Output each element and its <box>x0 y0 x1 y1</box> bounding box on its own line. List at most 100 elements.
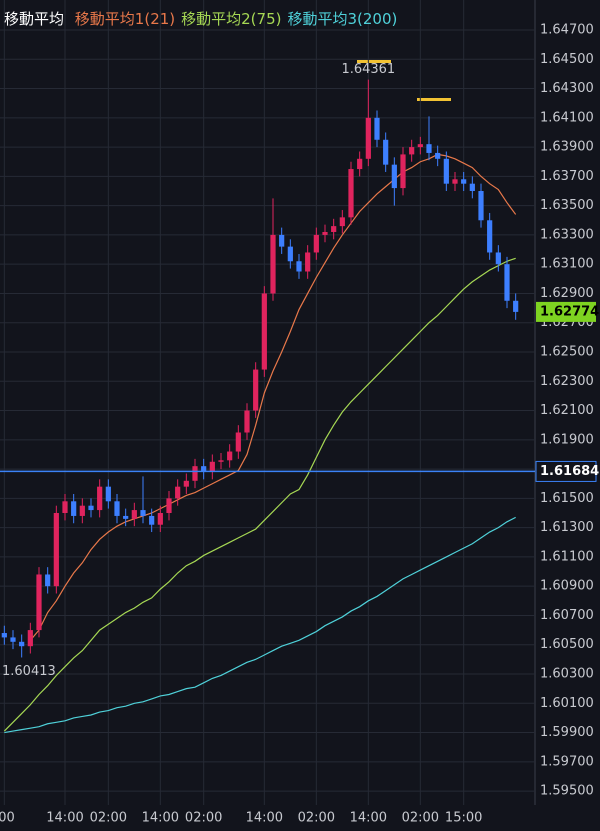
y-tick-label: 1.60900 <box>540 579 594 594</box>
y-tick-label: 1.63100 <box>540 257 594 272</box>
y-tick-label: 1.63900 <box>540 140 594 155</box>
y-tick-label: 1.59700 <box>540 754 594 769</box>
candle-body <box>235 432 241 452</box>
y-tick-label: 1.61100 <box>540 549 594 564</box>
candle-body <box>88 505 94 511</box>
candle-body <box>279 234 285 247</box>
y-tick-label: 1.64300 <box>540 81 594 96</box>
y-tick-label: 1.61300 <box>540 520 594 535</box>
ma-line <box>3 257 516 732</box>
y-tick-label: 1.59900 <box>540 725 594 740</box>
candle-body <box>339 217 345 227</box>
candle-body <box>166 498 172 514</box>
candle-body <box>409 147 415 155</box>
y-tick-label: 1.60500 <box>540 637 594 652</box>
low-label: 1.60413 <box>2 664 56 679</box>
candle-body <box>140 510 146 516</box>
y-tick-label: 1.59500 <box>540 784 594 799</box>
y-tick-label: 1.61900 <box>540 432 594 447</box>
y-tick-label: 1.60700 <box>540 608 594 623</box>
candle-body <box>435 152 441 159</box>
y-tick-label: 1.64500 <box>540 52 594 67</box>
y-tick-label: 1.63700 <box>540 169 594 184</box>
candle-body <box>513 300 519 312</box>
candle-body <box>296 261 302 272</box>
y-tick-label: 1.64100 <box>540 110 594 125</box>
x-tick-label: 02:00 <box>298 811 335 826</box>
x-tick-label: 02:00 <box>185 811 222 826</box>
candle-body <box>149 515 155 525</box>
candle-body <box>36 574 42 631</box>
candle-body <box>27 630 33 647</box>
y-tick-label: 1.62100 <box>540 403 594 418</box>
grid <box>0 0 535 805</box>
candle-body <box>79 505 85 516</box>
candle-body <box>287 246 293 262</box>
candle-body <box>71 501 77 516</box>
candle-body <box>374 117 380 140</box>
candle-body <box>192 466 198 481</box>
candle-body <box>209 461 215 473</box>
candle-body <box>131 510 137 519</box>
candle-body <box>62 501 68 514</box>
candle-body <box>105 486 111 502</box>
x-tick-label: 02:00 <box>402 811 439 826</box>
candle-body <box>10 637 16 642</box>
candle-body <box>417 144 423 148</box>
candle-body <box>183 480 189 487</box>
current-price-tag <box>536 301 596 322</box>
ma-line <box>4 516 516 734</box>
y-tick-label: 1.63500 <box>540 198 594 213</box>
candle-body <box>97 486 103 511</box>
candle-body <box>495 252 501 265</box>
y-tick-label: 1.62900 <box>540 286 594 301</box>
candle-body <box>357 158 363 170</box>
x-tick-label: 15:00 <box>445 811 482 826</box>
y-tick-label: 1.63300 <box>540 227 594 242</box>
candle-body <box>244 410 250 433</box>
y-tick-label: 1.62500 <box>540 345 594 360</box>
legend-entry: 移動平均3(200) <box>287 10 398 28</box>
x-tick-label: 02:00 <box>90 811 127 826</box>
price-tag <box>535 460 597 482</box>
marker <box>417 98 451 101</box>
legend-entry: 移動平均1(21) <box>74 10 176 28</box>
candle-body <box>157 513 163 525</box>
legend: 移動平均 移動平均1(21) 移動平均2(75) 移動平均3(200) <box>4 8 403 29</box>
candle-body <box>348 169 354 218</box>
ma-line <box>29 153 517 641</box>
candle-body <box>452 179 458 184</box>
candle-body <box>175 486 181 499</box>
candle-body <box>227 451 233 461</box>
x-tick-label: 14:00 <box>142 811 179 826</box>
candle-body <box>469 183 475 192</box>
candle-body <box>313 234 319 253</box>
y-tick-label: 1.64700 <box>540 23 594 38</box>
x-tick-label: 14:00 <box>46 811 83 826</box>
candle-body <box>53 513 59 587</box>
legend-title: 移動平均 <box>4 10 65 28</box>
candle-body <box>253 369 259 411</box>
candle-body <box>114 501 120 516</box>
y-tick-label: 1.62300 <box>540 374 594 389</box>
candle-body <box>45 574 51 587</box>
candle-body <box>270 234 276 294</box>
x-tick-label: 14:00 <box>246 811 283 826</box>
candle-body <box>261 293 267 370</box>
candle-body <box>400 154 406 189</box>
candle-body <box>487 220 493 253</box>
candle-body <box>461 179 467 184</box>
candle-body <box>218 460 224 462</box>
candle-body <box>322 231 328 235</box>
x-tick-label: :00 <box>0 811 15 826</box>
y-tick-label: 1.60300 <box>540 667 594 682</box>
high-label: 1.64361 <box>341 62 395 77</box>
candle-body <box>305 252 311 272</box>
candle-body <box>391 164 397 189</box>
candle-body <box>383 139 389 165</box>
candle-body <box>201 466 207 473</box>
price-line-label: 1.61684 <box>540 464 599 479</box>
marker <box>357 60 391 63</box>
